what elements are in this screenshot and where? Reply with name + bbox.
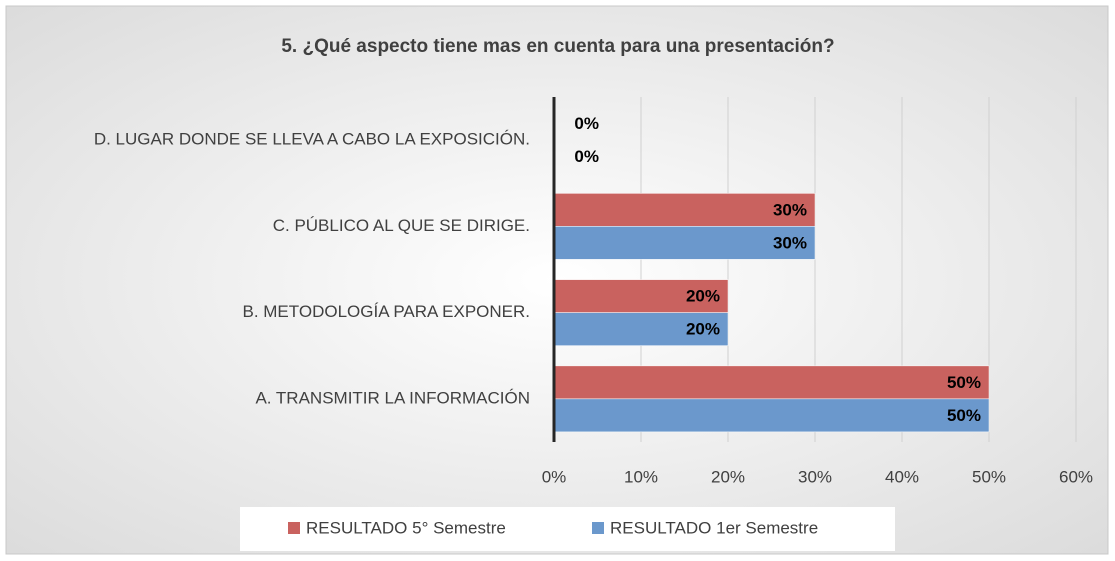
value-label: 50% [947,406,981,425]
x-tick-label: 60% [1059,467,1093,486]
x-tick-label: 10% [624,467,658,486]
x-tick-label: 50% [972,467,1006,486]
legend-label: RESULTADO 5° Semestre [306,518,506,537]
value-label: 30% [773,200,807,219]
y-tick-label: D. LUGAR DONDE SE LLEVA A CABO LA EXPOSI… [94,130,530,149]
y-tick-label: A. TRANSMITIR LA INFORMACIÓN [255,388,530,407]
bar [553,365,990,400]
x-tick-label: 40% [885,467,919,486]
value-label: 0% [574,114,599,133]
x-tick-label: 30% [798,467,832,486]
x-tick-label: 20% [711,467,745,486]
chart-title: 5. ¿Qué aspecto tiene mas en cuenta para… [281,36,834,57]
value-label: 30% [773,233,807,252]
value-label: 20% [686,287,720,306]
legend-box [240,507,895,551]
value-label: 20% [686,320,720,339]
value-label: 50% [947,373,981,392]
value-label: 0% [574,147,599,166]
bar [553,398,990,433]
y-tick-label: B. METODOLOGÍA PARA EXPONER. [242,302,530,321]
legend-swatch [592,522,604,534]
legend-swatch [288,522,300,534]
y-tick-label: C. PÚBLICO AL QUE SE DIRIGE. [273,216,530,235]
bar [553,226,816,260]
x-tick-label: 0% [542,467,567,486]
bar [553,312,729,346]
legend-label: RESULTADO 1er Semestre [610,518,818,537]
